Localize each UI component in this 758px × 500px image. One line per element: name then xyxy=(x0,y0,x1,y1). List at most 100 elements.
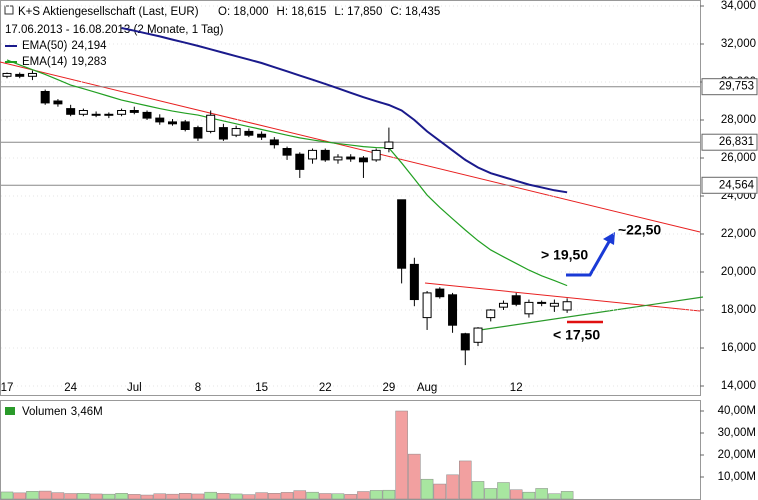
volume-bar xyxy=(382,489,396,500)
y-tick-label: 26,000 xyxy=(721,152,756,164)
volume-bar xyxy=(408,453,421,500)
volume-value: 3,46M xyxy=(71,406,103,418)
candle-body xyxy=(53,100,63,105)
candle-body xyxy=(218,127,228,140)
candle-body xyxy=(231,128,241,136)
volume-bar xyxy=(268,493,281,500)
trendline xyxy=(424,282,701,312)
candle-body xyxy=(409,263,419,301)
volume-bar xyxy=(509,489,523,500)
y-tick-label: 20,000 xyxy=(721,266,756,278)
x-tick-label: 17 xyxy=(1,382,14,394)
subtitle: 17.06.2013 - 16.08.2013 (2 Monate, 1 Tag… xyxy=(5,24,224,36)
indicator-line xyxy=(121,27,568,194)
candle-body xyxy=(422,292,432,319)
candle-body xyxy=(537,301,547,304)
volume-bar xyxy=(446,474,459,500)
y-tick-label: 40,00M xyxy=(718,405,756,417)
candle-body xyxy=(384,141,394,149)
volume-bar xyxy=(178,493,192,500)
candle-body xyxy=(129,110,139,113)
x-tick-label: 22 xyxy=(319,382,332,394)
legend-value: 19,283 xyxy=(71,56,106,68)
y-tick-label: 30,00M xyxy=(718,427,756,439)
volume-bar xyxy=(140,494,154,500)
candle-body xyxy=(397,199,407,269)
candle-body xyxy=(2,72,12,77)
y-tick-label: 34,000 xyxy=(721,0,756,12)
candle-body xyxy=(333,156,343,161)
candle-body xyxy=(308,149,318,160)
volume-bar xyxy=(115,493,128,500)
candle-body xyxy=(511,295,521,305)
y-tick-label: 22,000 xyxy=(721,228,756,240)
candle-body xyxy=(257,133,267,138)
candle-body xyxy=(15,73,25,77)
level-box xyxy=(701,133,758,151)
volume-bar xyxy=(459,460,472,500)
legend-label: EMA(14) xyxy=(22,56,68,68)
volume-bar xyxy=(548,493,561,500)
candle-body xyxy=(435,288,445,298)
price-panel xyxy=(0,0,701,396)
candle-body xyxy=(358,157,368,163)
y-tick-label: 20,00M xyxy=(718,449,756,461)
candle-body xyxy=(155,117,165,123)
x-tick-label: 8 xyxy=(195,382,201,394)
volume-bar xyxy=(229,493,243,500)
x-tick-label: Aug xyxy=(417,382,437,394)
volume-bar xyxy=(191,493,205,500)
x-tick-label: 15 xyxy=(255,382,268,394)
candle-body xyxy=(460,333,470,351)
candle-body xyxy=(193,127,203,139)
candle-body xyxy=(167,121,177,125)
volume-bar xyxy=(535,488,548,500)
annotation: > 19,50 xyxy=(541,247,588,263)
candle-body xyxy=(78,110,88,115)
volume-bar xyxy=(344,494,357,500)
volume-bar xyxy=(128,494,141,500)
volume-bar xyxy=(166,493,179,500)
volume-bar xyxy=(280,492,294,500)
annotation: ~22,50 xyxy=(618,222,661,238)
volume-bar xyxy=(204,491,217,500)
level-box xyxy=(701,78,758,96)
y-tick-label: 14,000 xyxy=(721,380,756,392)
legend-label: EMA(50) xyxy=(22,40,68,52)
y-tick-label: 18,000 xyxy=(721,304,756,316)
candle-body xyxy=(66,108,76,115)
candle-body xyxy=(498,302,508,308)
candle-body xyxy=(346,156,356,160)
candle-body xyxy=(295,153,305,170)
candle-body xyxy=(269,139,279,146)
volume-bar xyxy=(293,490,307,500)
legend-value: 24,194 xyxy=(71,40,107,52)
trendline xyxy=(0,61,701,233)
candle-body xyxy=(371,149,381,161)
x-tick-label: Jul xyxy=(127,382,142,394)
annotation: < 17,50 xyxy=(553,327,600,343)
volume-bar xyxy=(217,493,230,500)
candle-body xyxy=(486,309,496,319)
trendlines xyxy=(0,61,704,331)
trendline xyxy=(479,296,704,331)
candle-body xyxy=(40,91,50,104)
volume-bar xyxy=(255,492,268,500)
candle-body xyxy=(27,72,37,77)
candle-body xyxy=(562,301,572,311)
volume-bar xyxy=(89,493,103,500)
volume-bar xyxy=(497,482,510,500)
candle-body xyxy=(91,113,101,116)
candle-body xyxy=(282,148,292,156)
candle-body xyxy=(104,113,114,116)
candle-body xyxy=(549,302,559,307)
y-tick-label: 16,000 xyxy=(721,342,756,354)
level-label: 26,831 xyxy=(719,136,754,148)
volume-bar xyxy=(484,488,497,500)
arrow xyxy=(566,239,612,277)
candle-body xyxy=(142,111,152,119)
candle-body xyxy=(473,327,483,343)
volume-bar xyxy=(369,490,383,500)
candle-body xyxy=(117,110,127,115)
